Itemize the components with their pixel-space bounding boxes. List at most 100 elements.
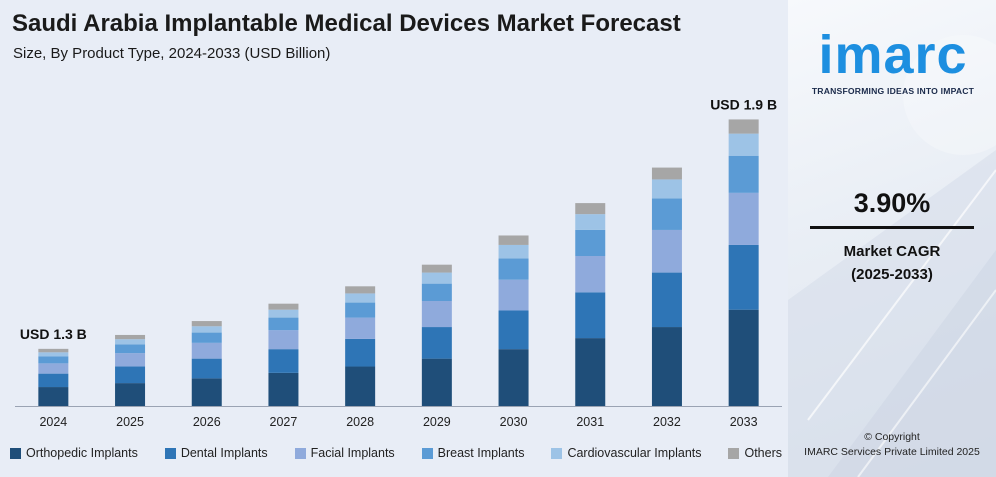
bar-segment-2032-5 xyxy=(651,167,682,180)
x-tick-label-2031: 2031 xyxy=(576,415,604,429)
bar-segment-2028-3 xyxy=(345,302,376,318)
legend-label: Orthopedic Implants xyxy=(26,446,138,460)
bar-segment-2026-4 xyxy=(191,326,222,333)
bar-segment-2033-1 xyxy=(728,244,759,310)
legend-label: Breast Implants xyxy=(437,446,525,460)
legend-swatch xyxy=(10,447,21,459)
x-tick-label-2025: 2025 xyxy=(116,415,144,429)
background-decoration xyxy=(788,35,996,477)
cagr-label: Market CAGR (2025-2033) xyxy=(788,240,996,286)
logo-tagline: TRANSFORMING IDEAS INTO IMPACT xyxy=(811,86,975,96)
bar-segment-2032-1 xyxy=(651,272,682,328)
x-tick-label-2030: 2030 xyxy=(500,415,528,429)
bar-segment-2025-0 xyxy=(115,383,146,406)
bar-segment-2027-5 xyxy=(268,303,299,310)
chart-panel: Saudi Arabia Implantable Medical Devices… xyxy=(0,0,788,477)
bar-segment-2031-2 xyxy=(575,256,606,293)
copyright-line1: © Copyright xyxy=(864,431,920,443)
bar-segment-2027-2 xyxy=(268,330,299,350)
legend-item-5: Others xyxy=(728,446,782,460)
bar-segment-2030-2 xyxy=(498,279,529,311)
bar-segment-2029-3 xyxy=(421,283,452,301)
data-label-2024: USD 1.3 B xyxy=(20,326,87,342)
bar-segment-2030-5 xyxy=(498,235,529,245)
bar-segment-2033-3 xyxy=(728,155,759,193)
cagr-label-line2: (2025-2033) xyxy=(851,266,933,283)
bar-segment-2029-4 xyxy=(421,272,452,284)
bar-segment-2033-4 xyxy=(728,133,759,156)
bar-segment-2031-4 xyxy=(575,214,606,230)
legend-label: Cardiovascular Implants xyxy=(567,446,702,460)
bar-segment-2033-5 xyxy=(728,119,759,134)
bar-segment-2026-2 xyxy=(191,342,222,359)
legend-item-4: Cardiovascular Implants xyxy=(551,446,702,460)
bar-segment-2024-0 xyxy=(38,387,69,406)
bar-segment-2031-1 xyxy=(575,292,606,339)
bar-segment-2028-5 xyxy=(345,286,376,294)
chart-title: Saudi Arabia Implantable Medical Devices… xyxy=(12,10,681,37)
x-tick-label-2028: 2028 xyxy=(346,415,374,429)
bar-segment-2025-5 xyxy=(115,334,146,340)
bar-segment-2025-1 xyxy=(115,366,146,384)
bar-segment-2027-0 xyxy=(268,372,299,406)
chart-legend: Orthopedic Implants Dental Implants Facial… xyxy=(10,446,782,460)
bar-segment-2032-4 xyxy=(651,179,682,199)
cagr-value: 3.90% xyxy=(853,188,931,218)
bar-segment-2033-0 xyxy=(728,309,759,406)
bar-segment-2027-3 xyxy=(268,317,299,331)
bar-segment-2024-1 xyxy=(38,373,69,388)
bar-segment-2025-3 xyxy=(115,344,146,354)
stacked-bar-chart: 2024 USD 1.3 B 2025 2026 2027 2028 2029 2030 203… xyxy=(15,96,782,429)
bar-segment-2026-3 xyxy=(191,332,222,343)
legend-swatch xyxy=(294,447,306,459)
chart-subtitle: Size, By Product Type, 2024-2033 (USD Bi… xyxy=(13,45,331,62)
bar-segment-2028-2 xyxy=(345,317,376,339)
bar-segment-2028-1 xyxy=(345,338,376,367)
cagr-divider xyxy=(810,226,974,229)
bar-segment-2026-5 xyxy=(191,321,222,327)
copyright-line2: IMARC Services Private Limited 2025 xyxy=(804,446,980,458)
logo-wordmark: imarc xyxy=(818,25,968,85)
bar-segment-2025-2 xyxy=(115,353,146,367)
legend-item-1: Dental Implants xyxy=(164,446,268,460)
x-tick-label-2026: 2026 xyxy=(193,415,221,429)
bar-segment-2026-1 xyxy=(191,358,222,379)
bar-segment-2024-4 xyxy=(38,352,69,357)
info-sidebar: imarc TRANSFORMING IDEAS INTO IMPACT 3.9… xyxy=(788,0,996,477)
legend-label: Dental Implants xyxy=(180,446,268,460)
bar-segment-2030-4 xyxy=(498,244,529,259)
bar-segment-2031-0 xyxy=(575,338,606,406)
bar-segment-2025-4 xyxy=(115,339,146,345)
bar-segment-2030-1 xyxy=(498,310,529,350)
bar-segment-2032-2 xyxy=(651,229,682,273)
bar-segment-2030-3 xyxy=(498,258,529,280)
bar-segment-2029-1 xyxy=(421,327,452,359)
bar-segment-2032-3 xyxy=(651,198,682,230)
bar-segment-2024-5 xyxy=(38,348,69,353)
bar-segment-2032-0 xyxy=(651,327,682,406)
bar-segment-2024-2 xyxy=(38,363,69,374)
cagr-label-line1: Market CAGR xyxy=(843,243,941,260)
bar-segment-2028-0 xyxy=(345,366,376,406)
bar-segment-2029-2 xyxy=(421,301,452,328)
legend-label: Facial Implants xyxy=(310,446,395,460)
x-tick-label-2032: 2032 xyxy=(653,415,681,429)
copyright-notice: © Copyright IMARC Services Private Limit… xyxy=(788,430,996,460)
imarc-logo: imarc TRANSFORMING IDEAS INTO IMPACT xyxy=(798,28,988,96)
bar-segment-2026-0 xyxy=(191,378,222,406)
legend-item-0: Orthopedic Implants xyxy=(10,446,138,460)
legend-item-2: Facial Implants xyxy=(294,446,395,460)
legend-swatch xyxy=(164,447,176,459)
x-tick-label-2027: 2027 xyxy=(270,415,298,429)
bar-segment-2031-3 xyxy=(575,229,606,256)
bar-segment-2033-2 xyxy=(728,192,759,245)
bar-segment-2030-0 xyxy=(498,349,529,406)
data-label-2033: USD 1.9 B xyxy=(710,96,777,112)
x-tick-label-2024: 2024 xyxy=(39,415,67,429)
legend-swatch xyxy=(728,447,740,459)
bar-segment-2029-0 xyxy=(421,358,452,406)
x-tick-label-2029: 2029 xyxy=(423,415,451,429)
legend-label: Others xyxy=(744,446,782,460)
legend-swatch xyxy=(421,447,433,459)
x-tick-label-2033: 2033 xyxy=(730,415,758,429)
